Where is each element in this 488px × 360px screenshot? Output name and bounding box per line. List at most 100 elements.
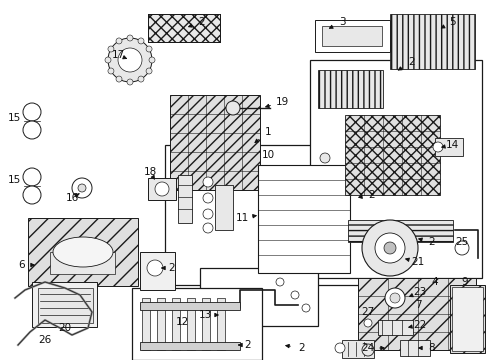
Bar <box>50 252 115 274</box>
Bar <box>142 298 150 350</box>
Bar <box>399 340 429 356</box>
Text: 5: 5 <box>448 17 454 27</box>
Circle shape <box>108 68 114 74</box>
Bar <box>377 320 412 335</box>
Text: 4: 4 <box>431 277 437 287</box>
Text: 20: 20 <box>59 323 71 333</box>
Bar <box>140 342 240 350</box>
Bar <box>200 268 317 326</box>
Bar <box>164 145 364 285</box>
Bar <box>172 298 180 350</box>
Circle shape <box>147 260 163 276</box>
Circle shape <box>149 57 155 63</box>
Circle shape <box>389 293 399 303</box>
Text: 2: 2 <box>368 190 375 200</box>
Text: 2: 2 <box>198 17 205 27</box>
Circle shape <box>127 79 133 85</box>
Text: 9: 9 <box>461 277 468 287</box>
Bar <box>258 165 349 273</box>
Bar <box>148 178 176 200</box>
Bar <box>357 278 475 350</box>
Circle shape <box>361 220 417 276</box>
Text: 16: 16 <box>65 193 79 203</box>
Bar <box>140 252 175 290</box>
Circle shape <box>23 186 41 204</box>
Text: 10: 10 <box>261 150 274 160</box>
Bar <box>347 220 452 242</box>
Circle shape <box>108 38 152 82</box>
Text: 6: 6 <box>19 260 25 270</box>
Circle shape <box>302 304 309 312</box>
Circle shape <box>138 38 143 44</box>
Text: 17: 17 <box>111 50 124 60</box>
Bar <box>341 340 373 358</box>
Text: 27: 27 <box>361 307 374 317</box>
Circle shape <box>105 57 111 63</box>
Text: 22: 22 <box>412 320 426 330</box>
Circle shape <box>23 103 41 121</box>
Bar <box>132 288 262 360</box>
Circle shape <box>454 241 468 255</box>
Bar <box>32 282 97 327</box>
Text: 21: 21 <box>410 257 424 267</box>
Bar <box>28 218 138 286</box>
Circle shape <box>116 38 122 44</box>
Circle shape <box>72 178 92 198</box>
Text: 8: 8 <box>428 343 434 353</box>
Text: 1: 1 <box>264 127 271 137</box>
Bar <box>38 288 93 323</box>
Bar <box>345 115 439 195</box>
Circle shape <box>319 153 329 163</box>
Circle shape <box>146 68 152 74</box>
Ellipse shape <box>53 237 113 267</box>
Circle shape <box>384 288 404 308</box>
Bar <box>317 70 382 108</box>
Circle shape <box>138 76 143 82</box>
Bar <box>215 185 232 230</box>
Circle shape <box>127 35 133 41</box>
Circle shape <box>203 223 213 233</box>
Circle shape <box>383 242 395 254</box>
Bar <box>202 298 209 350</box>
Circle shape <box>146 46 152 52</box>
Text: 12: 12 <box>175 317 188 327</box>
Bar <box>186 298 195 350</box>
Text: 24: 24 <box>361 343 374 353</box>
Text: 2: 2 <box>244 340 251 350</box>
Circle shape <box>203 209 213 219</box>
Bar <box>321 26 381 46</box>
Circle shape <box>363 319 371 327</box>
Text: 14: 14 <box>445 140 458 150</box>
Text: 2: 2 <box>428 237 434 247</box>
Circle shape <box>290 291 298 299</box>
Circle shape <box>116 76 122 82</box>
Bar <box>157 298 164 350</box>
Bar <box>178 175 192 223</box>
Text: 18: 18 <box>143 167 156 177</box>
Bar <box>140 302 240 310</box>
Circle shape <box>361 344 373 356</box>
Circle shape <box>334 343 345 353</box>
Text: 2: 2 <box>408 57 414 67</box>
Circle shape <box>374 233 404 263</box>
Circle shape <box>23 168 41 186</box>
Bar <box>217 298 224 350</box>
Text: 26: 26 <box>38 335 52 345</box>
Bar <box>309 60 481 278</box>
Bar <box>314 20 389 52</box>
Text: 15: 15 <box>7 113 20 123</box>
Text: 3: 3 <box>338 17 345 27</box>
Text: 15: 15 <box>7 175 20 185</box>
Circle shape <box>155 182 169 196</box>
Bar <box>449 285 484 353</box>
Bar <box>451 287 482 351</box>
Text: 7: 7 <box>414 300 421 310</box>
Circle shape <box>108 46 114 52</box>
Circle shape <box>118 48 142 72</box>
Circle shape <box>23 121 41 139</box>
Text: 11: 11 <box>235 213 248 223</box>
Circle shape <box>78 184 86 192</box>
Bar <box>434 138 462 156</box>
Bar <box>170 95 260 190</box>
Circle shape <box>225 101 240 115</box>
